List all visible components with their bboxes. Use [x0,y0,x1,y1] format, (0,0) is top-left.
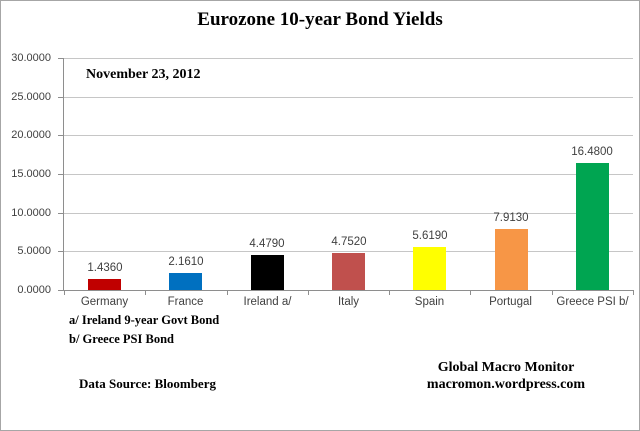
y-axis-tick [58,135,63,136]
gridline [64,251,633,252]
bar-spain [413,247,446,290]
footnote-greece: b/ Greece PSI Bond [69,332,174,346]
data-source-note: Data Source: Bloomberg [79,376,216,391]
y-axis-tick [58,97,63,98]
bar-france [169,273,202,290]
gridline [64,174,633,175]
bar-value-label: 16.4800 [571,146,613,158]
plot-area: 0.0000 5.0000 10.0000 15.0000 20.0000 25.0000… [11,53,634,308]
y-tick-label: 30.0000 [11,52,51,64]
bar-value-label: 7.9130 [493,212,529,224]
y-tick-label: 10.0000 [11,207,51,219]
bar-italy [332,253,365,290]
y-axis-tick [58,290,63,291]
x-axis-tick [227,291,228,295]
bar-value-label: 1.4360 [87,262,123,274]
bar-value-label: 4.7520 [331,236,367,248]
x-axis-tick [145,291,146,295]
chart-title: Eurozone 10-year Bond Yields [197,9,443,30]
bar-greece-psi-b [576,163,609,290]
y-tick-label: 25.0000 [11,91,51,103]
y-tick-label: 5.0000 [17,245,51,257]
category-label: France [167,296,204,308]
y-tick-label: 0.0000 [17,284,51,296]
y-axis-tick [58,213,63,214]
gridline [64,135,633,136]
category-label: Germany [80,296,129,308]
x-axis-tick [633,291,634,295]
branding-name: Global Macro Monitor [437,360,575,375]
category-label: Spain [414,296,445,308]
gridline [64,213,633,214]
category-label: Portugal [489,296,532,308]
gridline [64,97,633,98]
footnote-ireland: a/ Ireland 9-year Govt Bond [69,313,220,327]
y-axis-line [63,58,64,290]
x-axis-tick [389,291,390,295]
bar-portugal [495,229,528,290]
branding-url: macromon.wordpress.com [426,377,586,392]
y-tick-label: 15.0000 [11,168,51,180]
category-label: Italy [337,296,360,308]
x-axis-tick [552,291,553,295]
gridline [64,58,633,59]
y-tick-label: 20.0000 [11,129,51,141]
bar-value-label: 2.1610 [168,256,204,268]
chart-subtitle-date: November 23, 2012 [86,67,201,82]
category-label: Greece PSI b/ [556,296,629,308]
bar-ireland-a [251,255,284,290]
x-axis-tick [308,291,309,295]
bar-germany [88,279,121,290]
y-axis-tick [58,251,63,252]
bar-value-label: 4.4790 [249,238,285,250]
y-axis-tick [58,174,63,175]
x-axis-tick [470,291,471,295]
branding-block: Global Macro Monitor macromon.wordpress.… [391,359,621,393]
x-axis-tick [64,291,65,295]
bar-value-label: 5.6190 [412,230,448,242]
y-axis-tick [58,58,63,59]
x-axis-line [63,290,634,291]
category-label: Ireland a/ [243,296,292,308]
